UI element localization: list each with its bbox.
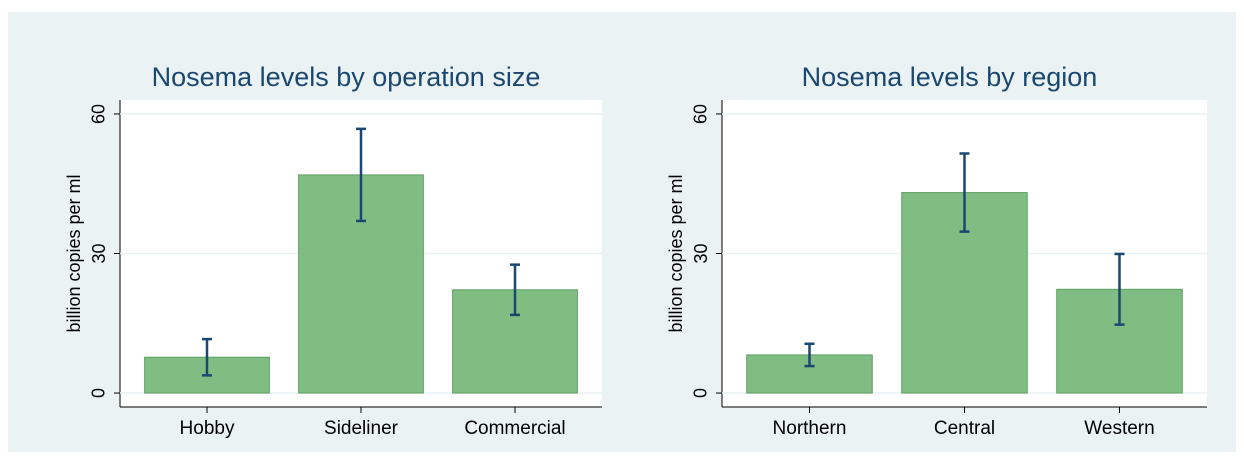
x-tick-label: Commercial xyxy=(464,418,565,439)
y-tick-label: 60 xyxy=(89,104,109,124)
chart-title: Nosema levels by region xyxy=(802,62,1098,92)
x-tick-label: Central xyxy=(934,418,995,439)
y-tick-label: 0 xyxy=(691,388,711,398)
y-tick-label: 30 xyxy=(89,243,109,263)
y-tick-label: 30 xyxy=(691,243,711,263)
y-axis-label: billion copies per ml xyxy=(666,174,686,332)
x-tick-label: Western xyxy=(1084,418,1154,439)
x-tick-label: Sideliner xyxy=(324,418,399,439)
chart-title: Nosema levels by operation size xyxy=(152,62,541,92)
y-tick-label: 60 xyxy=(691,104,711,124)
x-tick-label: Northern xyxy=(773,418,847,439)
x-tick-label: Hobby xyxy=(180,418,235,439)
y-tick-label: 0 xyxy=(89,388,109,398)
y-axis-label: billion copies per ml xyxy=(64,174,84,332)
